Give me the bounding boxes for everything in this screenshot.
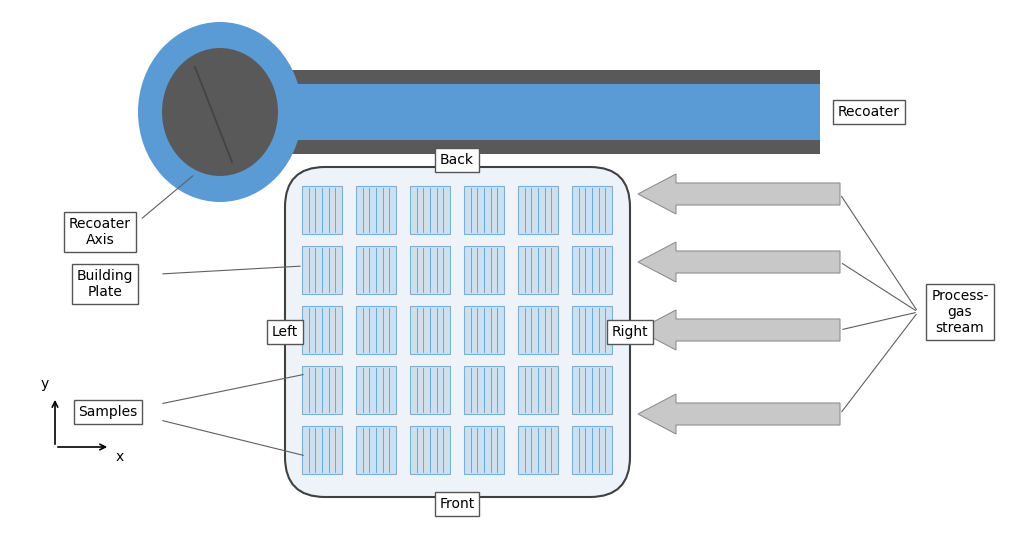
Text: Left: Left (272, 325, 298, 339)
Bar (410, 246, 450, 294)
Ellipse shape (162, 48, 278, 176)
Bar (356, 246, 396, 294)
Text: Back: Back (440, 153, 474, 167)
FancyArrow shape (638, 242, 840, 282)
FancyArrow shape (638, 394, 840, 434)
Bar (464, 426, 504, 474)
Bar (410, 366, 450, 414)
Bar (518, 246, 558, 294)
Bar (572, 246, 612, 294)
Bar (518, 306, 558, 354)
Bar (518, 426, 558, 474)
Bar (302, 186, 342, 234)
Bar (268, 84, 820, 140)
Bar (410, 186, 450, 234)
Bar (302, 246, 342, 294)
Text: y: y (41, 377, 49, 391)
Bar (302, 366, 342, 414)
Text: Samples: Samples (79, 405, 137, 419)
Bar (464, 366, 504, 414)
Bar (356, 426, 396, 474)
Bar (356, 186, 396, 234)
Bar (356, 366, 396, 414)
Text: Recoater
Axis: Recoater Axis (69, 217, 131, 247)
Text: Recoater: Recoater (838, 105, 900, 119)
Bar (464, 246, 504, 294)
FancyArrow shape (638, 310, 840, 350)
FancyArrow shape (638, 174, 840, 214)
Bar (410, 306, 450, 354)
Text: x: x (116, 450, 124, 464)
Bar (572, 186, 612, 234)
Bar (410, 426, 450, 474)
Text: Front: Front (439, 497, 475, 511)
Bar (518, 186, 558, 234)
Text: Right: Right (611, 325, 648, 339)
Bar (464, 186, 504, 234)
Bar (302, 426, 342, 474)
Bar (572, 306, 612, 354)
Bar (572, 426, 612, 474)
Bar (518, 366, 558, 414)
Bar (356, 306, 396, 354)
Ellipse shape (138, 22, 302, 202)
Bar (464, 306, 504, 354)
Bar (302, 306, 342, 354)
Bar (268, 70, 820, 154)
Bar (572, 366, 612, 414)
FancyBboxPatch shape (285, 167, 630, 497)
Text: Process-
gas
stream: Process- gas stream (931, 289, 989, 335)
Text: Building
Plate: Building Plate (77, 269, 133, 299)
